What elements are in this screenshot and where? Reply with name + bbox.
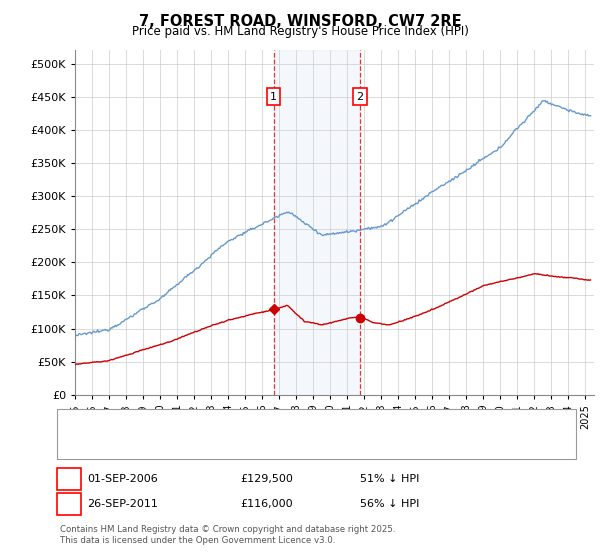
Text: 56% ↓ HPI: 56% ↓ HPI [360, 499, 419, 509]
Text: 7, FOREST ROAD, WINSFORD, CW7 2RE: 7, FOREST ROAD, WINSFORD, CW7 2RE [139, 14, 461, 29]
Text: £116,000: £116,000 [240, 499, 293, 509]
Text: HPI: Average price, detached house, Cheshire West and Chester: HPI: Average price, detached house, Ches… [105, 439, 440, 449]
Text: Price paid vs. HM Land Registry's House Price Index (HPI): Price paid vs. HM Land Registry's House … [131, 25, 469, 38]
Text: £129,500: £129,500 [240, 474, 293, 484]
Text: 26-SEP-2011: 26-SEP-2011 [87, 499, 158, 509]
Text: 2: 2 [65, 499, 73, 509]
Text: 01-SEP-2006: 01-SEP-2006 [87, 474, 158, 484]
Text: 2: 2 [356, 92, 363, 102]
Text: 1: 1 [270, 92, 277, 102]
Text: Contains HM Land Registry data © Crown copyright and database right 2025.
This d: Contains HM Land Registry data © Crown c… [60, 525, 395, 545]
Bar [274, 50, 359, 395]
Text: 1: 1 [65, 474, 73, 484]
Text: 7, FOREST ROAD, WINSFORD, CW7 2RE (detached house): 7, FOREST ROAD, WINSFORD, CW7 2RE (detac… [105, 419, 405, 429]
Text: 51% ↓ HPI: 51% ↓ HPI [360, 474, 419, 484]
